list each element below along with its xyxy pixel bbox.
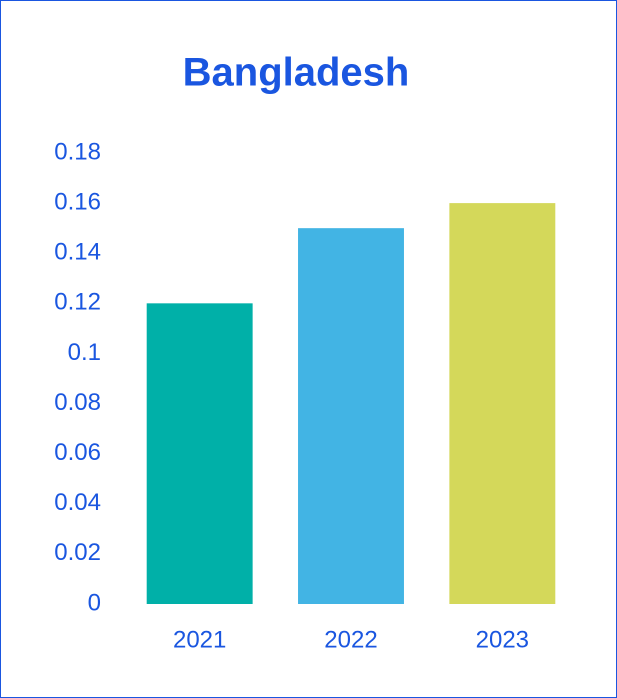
x-tick-label: 2023 [476, 626, 529, 653]
bar [449, 203, 556, 604]
y-tick-label: 0.04 [54, 489, 101, 516]
y-tick-label: 0.02 [54, 539, 101, 566]
y-tick-label: 0.06 [54, 439, 101, 466]
y-tick-label: 0.08 [54, 389, 101, 416]
bar [146, 303, 253, 604]
y-tick-label: 0.14 [54, 239, 101, 266]
chart-title: Bangladesh [183, 51, 410, 95]
y-tick-label: 0.1 [68, 339, 101, 366]
bar [298, 228, 404, 604]
y-tick-label: 0.16 [54, 188, 101, 215]
x-tick-label: 2022 [324, 626, 377, 653]
y-tick-label: 0.18 [54, 138, 101, 165]
y-tick-label: 0 [88, 589, 101, 616]
y-tick-label: 0.12 [54, 289, 101, 316]
x-tick-label: 2021 [173, 626, 226, 653]
